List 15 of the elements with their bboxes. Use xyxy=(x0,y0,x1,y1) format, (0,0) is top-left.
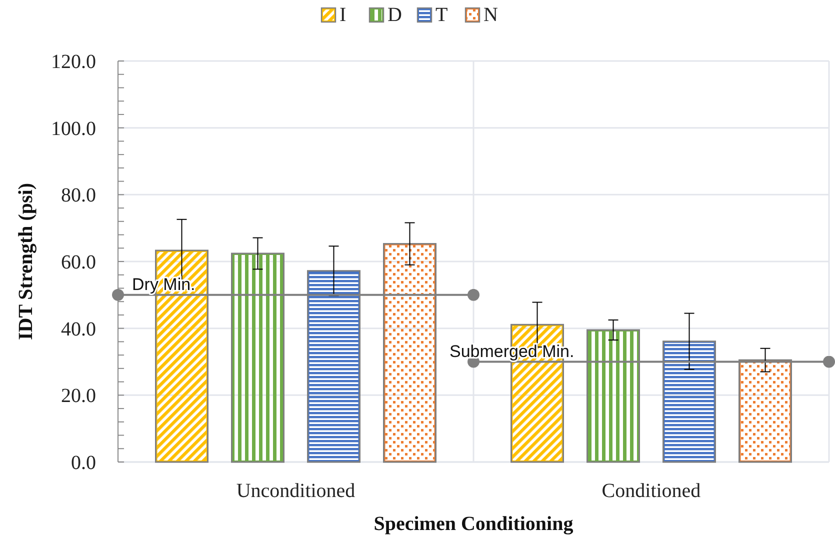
y-axis-title: IDT Strength (psi) xyxy=(15,182,37,340)
x-tick-label: Unconditioned xyxy=(236,480,356,502)
legend-label: I xyxy=(340,4,346,26)
y-tick-label: 100.0 xyxy=(51,118,96,140)
legend-label: N xyxy=(484,4,498,26)
y-tick-label: 120.0 xyxy=(51,51,96,73)
y-tick-label: 60.0 xyxy=(61,252,96,274)
x-tick-label: Conditioned xyxy=(602,480,701,502)
legend-label: D xyxy=(388,4,402,26)
legend-label: T xyxy=(436,4,448,26)
y-tick-label: 20.0 xyxy=(61,385,96,408)
y-tick-label: 40.0 xyxy=(61,318,96,340)
x-axis-title: Specimen Conditioning xyxy=(374,513,574,535)
y-tick-label: 80.0 xyxy=(61,184,96,207)
y-tick-label: 0.0 xyxy=(71,452,96,474)
